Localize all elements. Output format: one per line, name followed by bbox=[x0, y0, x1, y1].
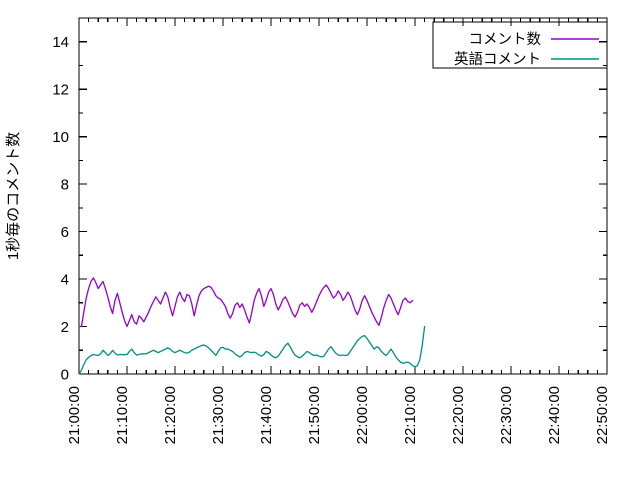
x-tick-label: 22:20:00 bbox=[450, 386, 467, 444]
y-tick-label: 8 bbox=[61, 177, 69, 194]
legend-label-1: コメント数 bbox=[469, 31, 542, 48]
x-tick-label: 22:00:00 bbox=[354, 386, 371, 444]
y-tick-label: 6 bbox=[61, 224, 69, 241]
legend-frame bbox=[432, 21, 608, 69]
x-tick-label: 22:50:00 bbox=[594, 386, 611, 444]
x-tick-label: 22:30:00 bbox=[498, 386, 515, 444]
x-tick-label: 22:10:00 bbox=[402, 386, 419, 444]
y-tick-label: 2 bbox=[61, 319, 69, 336]
y-tick-label: 0 bbox=[61, 367, 69, 384]
x-tick-label: 21:40:00 bbox=[258, 386, 275, 444]
x-tick-label: 21:10:00 bbox=[114, 386, 131, 444]
x-tick-label: 21:00:00 bbox=[66, 386, 83, 444]
y-tick-label: 10 bbox=[52, 129, 69, 146]
series-lines bbox=[78, 277, 426, 375]
plot-frame bbox=[78, 17, 608, 375]
series-line-1 bbox=[78, 277, 414, 328]
x-tick-label: 22:40:00 bbox=[546, 386, 563, 444]
y-axis-title: 1秒毎のコメント数 bbox=[5, 132, 22, 260]
y-axis-tick-labels: 0 2 4 6 8 10 12 14 bbox=[52, 34, 69, 383]
y-tick-label: 14 bbox=[52, 34, 69, 51]
x-tick-label: 21:20:00 bbox=[162, 386, 179, 444]
legend-label-2: 英語コメント bbox=[454, 50, 541, 68]
x-tick-label: 21:30:00 bbox=[210, 386, 227, 444]
x-tick-label: 21:50:00 bbox=[306, 386, 323, 444]
y-tick-label: 4 bbox=[61, 272, 69, 289]
x-axis-tick-labels: 21:00:00 21:10:00 21:20:00 21:30:00 21:40:00… bbox=[66, 386, 611, 444]
series-line-2 bbox=[78, 325, 426, 375]
y-tick-label: 12 bbox=[52, 82, 69, 99]
axis-ticks bbox=[78, 17, 608, 375]
